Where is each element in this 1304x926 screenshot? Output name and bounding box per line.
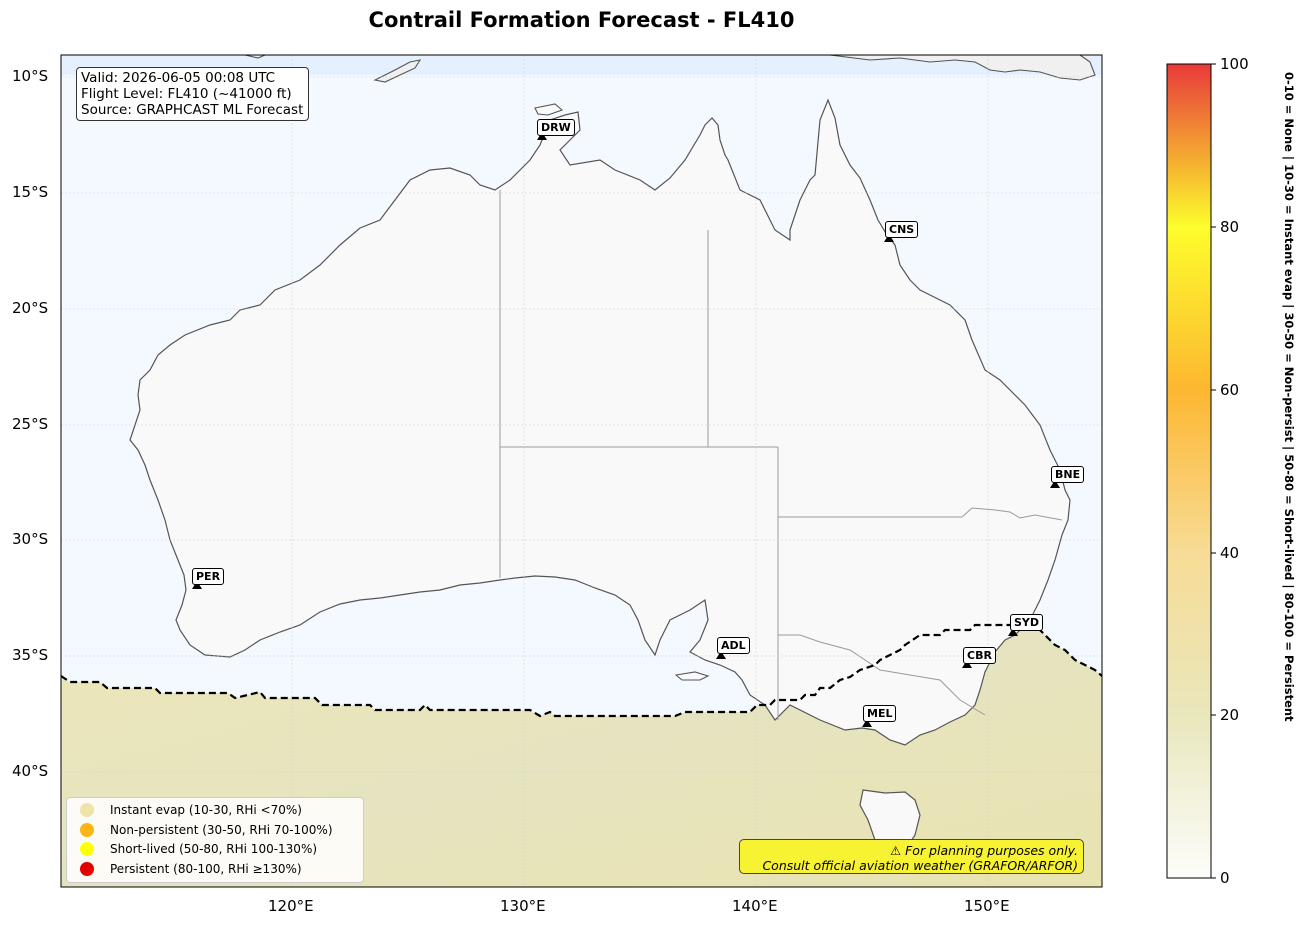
top-band (61, 55, 1102, 75)
airport-label-mel[interactable]: MEL (863, 705, 897, 722)
persistence-boundary (60, 623, 1103, 718)
airport-label-bne[interactable]: BNE (1051, 466, 1085, 483)
lon-label: 120°E (268, 897, 314, 915)
legend-label: Instant evap (10-30, RHi <70%) (110, 803, 302, 817)
graticule (61, 55, 1102, 887)
valid-time: Valid: 2026-06-05 00:08 UTC (81, 70, 276, 86)
legend-swatch (80, 823, 94, 837)
airport-marker-bne[interactable] (1050, 480, 1060, 488)
legend-label: Persistent (80-100, RHi ≥130%) (110, 862, 302, 876)
airport-marker-per[interactable] (192, 581, 202, 589)
colorbar-tick-label: 0 (1220, 869, 1230, 887)
island (244, 55, 266, 59)
airport-label-per[interactable]: PER (192, 568, 225, 585)
legend-swatch (80, 862, 94, 876)
colorbar-tick-label: 40 (1220, 544, 1240, 562)
state-borders (499, 190, 1063, 720)
new-guinea (829, 55, 1096, 81)
legend-item-non-persistent: Non-persistent (30-50, RHi 70-100%) (80, 821, 333, 839)
australia-mainland (129, 98, 1071, 746)
lat-label: 10°S (12, 67, 49, 85)
forecast-info-box: Valid: 2026-06-05 00:08 UTC Flight Level… (76, 67, 310, 121)
lat-label: 35°S (12, 646, 49, 664)
legend-item-instant: Instant evap (10-30, RHi <70%) (80, 801, 302, 819)
lat-label: 30°S (12, 530, 49, 548)
warning-line-2: Consult official aviation weather (GRAFO… (762, 858, 1078, 873)
colorbar-tick-label: 80 (1220, 218, 1240, 236)
airport-label-cbr[interactable]: CBR (963, 647, 996, 664)
lat-label: 40°S (12, 762, 49, 780)
legend-label: Short-lived (50-80, RHi 100-130%) (110, 842, 318, 856)
colorbar (1166, 63, 1212, 879)
lat-label: 20°S (12, 299, 49, 317)
airport-marker-mel[interactable] (862, 719, 872, 727)
airport-label-drw[interactable]: DRW (537, 119, 575, 136)
planning-warning: ⚠ For planning purposes only. Consult of… (739, 839, 1084, 874)
airport-marker-cbr[interactable] (962, 660, 972, 668)
timor (373, 59, 422, 83)
airport-label-syd[interactable]: SYD (1010, 614, 1044, 631)
colorbar-tick-label: 60 (1220, 381, 1240, 399)
lat-label: 15°S (12, 183, 49, 201)
colorbar-tick-label: 100 (1220, 55, 1249, 73)
airport-marker-syd[interactable] (1008, 628, 1018, 636)
legend-item-persistent: Persistent (80-100, RHi ≥130%) (80, 860, 302, 878)
airport-label-adl[interactable]: ADL (717, 637, 750, 654)
lon-label: 130°E (500, 897, 546, 915)
lon-label: 150°E (964, 897, 1010, 915)
colorbar-tick-label: 20 (1220, 706, 1240, 724)
lat-label: 25°S (12, 415, 49, 433)
legend-label: Non-persistent (30-50, RHi 70-100%) (110, 823, 333, 837)
forecast-source: Source: GRAPHCAST ML Forecast (81, 102, 304, 118)
legend-item-short-lived: Short-lived (50-80, RHi 100-130%) (80, 840, 317, 858)
colorbar-title: 0-10 = None | 10-30 = Instant evap | 30-… (1279, 72, 1299, 872)
legend-swatch (80, 842, 94, 856)
contrail-legend: Instant evap (10-30, RHi <70%) Non-persi… (66, 797, 364, 883)
airport-marker-cns[interactable] (884, 234, 894, 242)
kangaroo-island (674, 671, 710, 681)
airport-label-cns[interactable]: CNS (885, 221, 919, 238)
melville-island (534, 103, 564, 116)
map-frame (60, 54, 1103, 888)
lon-label: 140°E (732, 897, 778, 915)
colorbar-ticks (1211, 63, 1216, 879)
legend-swatch (80, 803, 94, 817)
flight-level: Flight Level: FL410 (~41000 ft) (81, 86, 292, 102)
airport-marker-drw[interactable] (537, 132, 547, 140)
colorbar-label-text: 0-10 = None | 10-30 = Instant evap | 30-… (1282, 72, 1296, 722)
page-title: Contrail Formation Forecast - FL410 (368, 8, 795, 32)
warning-line-1: ⚠ For planning purposes only. (890, 843, 1078, 858)
airport-marker-adl[interactable] (716, 651, 726, 659)
